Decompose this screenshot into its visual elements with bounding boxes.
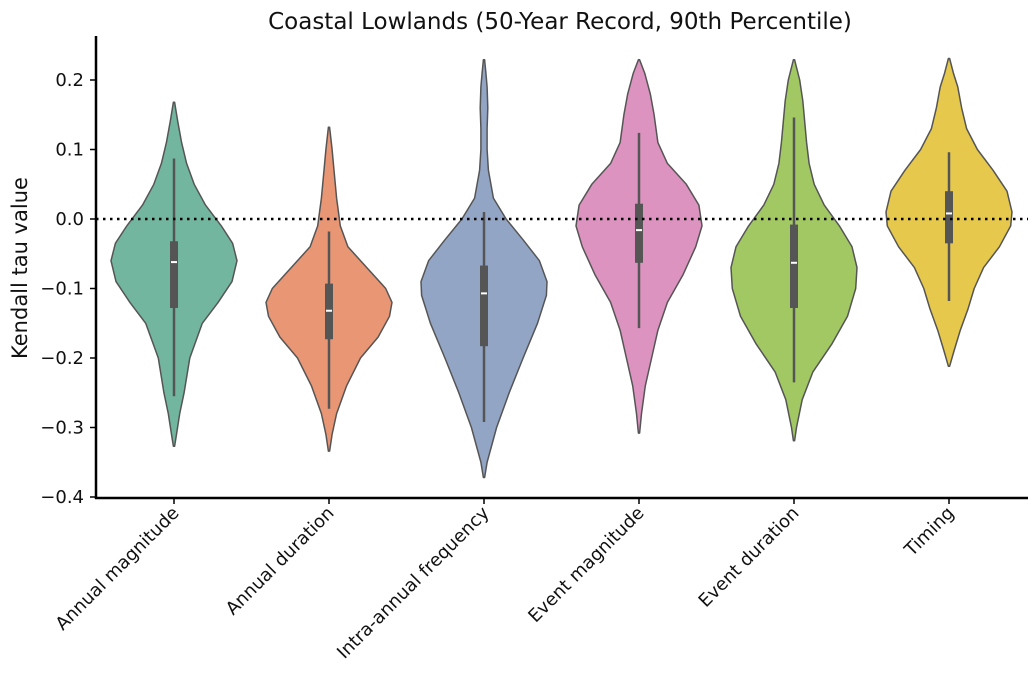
violin-iqr-box [170, 241, 178, 308]
x-tick-label: Annual magnitude [52, 503, 184, 635]
y-ticks-layer: −0.4 −0.3 −0.2 −0.1 0.0 0.1 0.2 [40, 70, 96, 508]
y-tick-label: −0.2 [40, 348, 84, 369]
violin-iqr-box [945, 191, 953, 244]
x-tick-label: Intra-annual frequency [333, 502, 494, 663]
violin-iqr-box [790, 224, 798, 308]
x-ticks-layer: Annual magnitude Annual durationIntra-ann… [52, 498, 959, 663]
violins-layer [110, 57, 1013, 479]
y-tick-label: −0.1 [40, 279, 84, 300]
violin-1 [110, 101, 238, 448]
violin-6 [885, 57, 1013, 368]
x-tick-label: Timing [900, 503, 959, 562]
y-tick-label: −0.3 [40, 418, 84, 439]
violin-iqr-box [635, 203, 643, 263]
chart-title: Coastal Lowlands (50-Year Record, 90th P… [268, 9, 852, 35]
x-tick-label: Annual duration [222, 503, 339, 620]
y-tick-label: −0.4 [40, 487, 84, 508]
x-tick-label: Event duration [695, 503, 804, 612]
violin-3 [420, 59, 548, 479]
violin-2 [265, 126, 393, 452]
y-tick-label: 0.1 [55, 140, 84, 161]
y-axis-label: Kendall tau value [8, 177, 32, 359]
violin-5 [730, 59, 858, 442]
x-tick-label: Event magnitude [524, 503, 648, 627]
axes-layer [94, 36, 1028, 500]
violin-iqr-box [480, 265, 488, 347]
violin-4 [575, 59, 703, 434]
y-tick-label: 0.0 [55, 209, 84, 230]
y-tick-label: 0.2 [55, 70, 84, 91]
